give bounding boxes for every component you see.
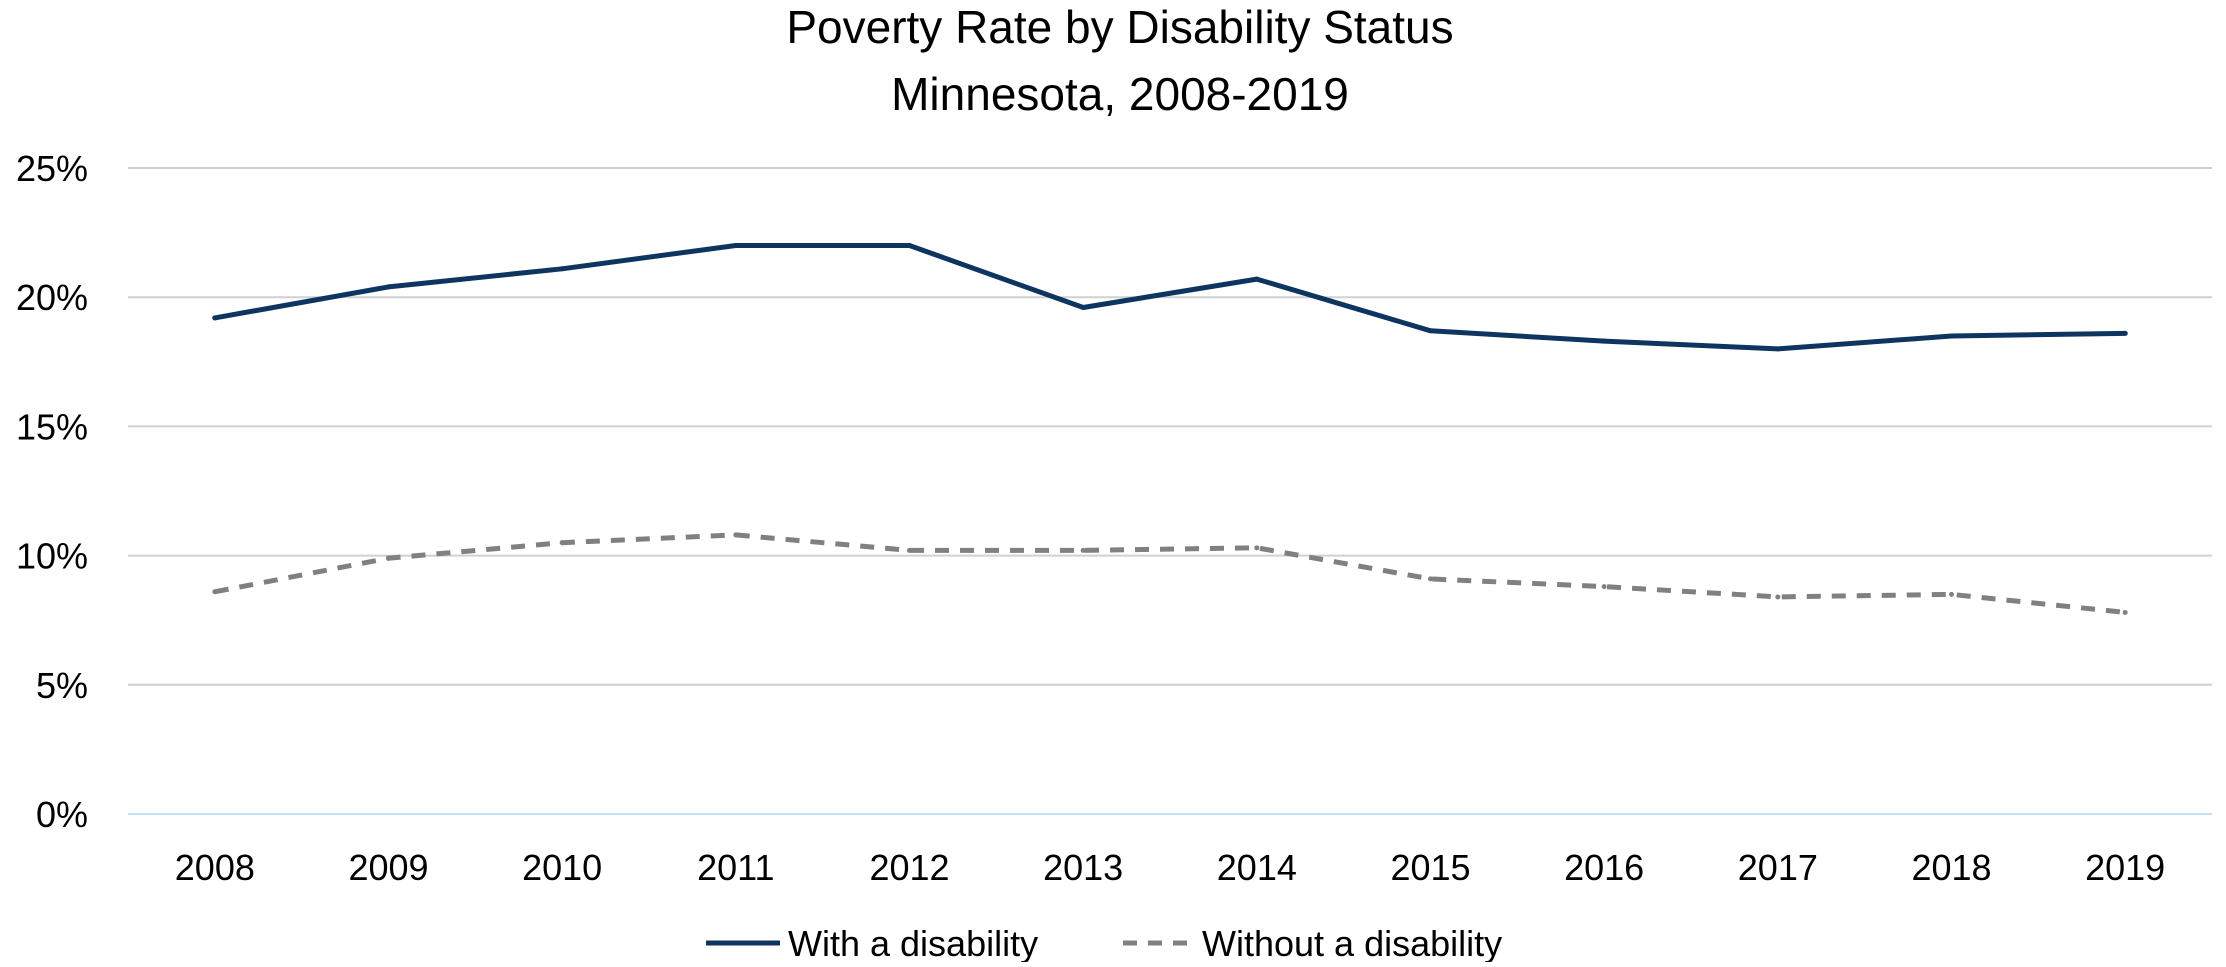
chart-subtitle: Minnesota, 2008-2019 (891, 68, 1349, 120)
chart-title: Poverty Rate by Disability Status (786, 1, 1453, 53)
y-tick-label: 10% (16, 536, 88, 577)
x-tick-label: 2017 (1738, 847, 1818, 888)
x-tick-label: 2018 (1911, 847, 1991, 888)
data-point (559, 266, 565, 272)
x-tick-label: 2010 (522, 847, 602, 888)
x-tick-label: 2008 (175, 847, 255, 888)
data-point (1428, 328, 1433, 334)
legend-label: With a disability (788, 923, 1038, 962)
x-tick-label: 2013 (1043, 847, 1123, 888)
data-point (1254, 276, 1260, 282)
data-point (2122, 609, 2128, 615)
x-tick-label: 2014 (1217, 847, 1297, 888)
y-tick-label: 20% (16, 277, 88, 318)
data-point (212, 315, 218, 321)
y-tick-label: 25% (16, 148, 88, 189)
x-axis-tick-labels: 2008 2009 2010 2011 2012 2013 2014 2015 2016 2017… (175, 847, 2165, 888)
data-point (1601, 584, 1607, 590)
series-lines (212, 243, 2128, 615)
legend-label: Without a disability (1202, 923, 1502, 962)
data-point (1601, 338, 1607, 344)
data-point (2122, 330, 2128, 336)
x-tick-label: 2015 (1390, 847, 1470, 888)
data-point (1080, 547, 1086, 553)
x-tick-label: 2019 (2085, 847, 2165, 888)
data-point (1949, 333, 1954, 339)
x-tick-label: 2012 (869, 847, 949, 888)
data-point (907, 547, 912, 553)
y-tick-label: 5% (36, 665, 88, 706)
series-line-with-disability (212, 243, 2128, 352)
series-line-without-disability (214, 532, 2126, 615)
data-point (1775, 346, 1781, 352)
legend: With a disability Without a disability (706, 923, 1502, 964)
data-point (386, 284, 391, 290)
data-point (559, 540, 565, 546)
gridlines (128, 167, 2212, 815)
data-point (212, 589, 218, 595)
x-tick-label: 2016 (1564, 847, 1644, 888)
x-tick-label: 2011 (697, 847, 774, 888)
data-point (1080, 305, 1086, 311)
y-tick-label: 15% (16, 406, 88, 447)
x-tick-label: 2009 (348, 847, 428, 888)
data-point (733, 243, 739, 249)
data-point (733, 532, 739, 538)
y-tick-label: 0% (36, 794, 88, 835)
data-point (1254, 545, 1260, 551)
data-point (1949, 591, 1954, 597)
data-point (1775, 594, 1781, 600)
y-axis-tick-labels: 0% 5% 10% 15% 20% 25% (16, 148, 88, 835)
data-point (1428, 576, 1433, 582)
data-point (907, 243, 912, 249)
data-point (386, 555, 391, 561)
